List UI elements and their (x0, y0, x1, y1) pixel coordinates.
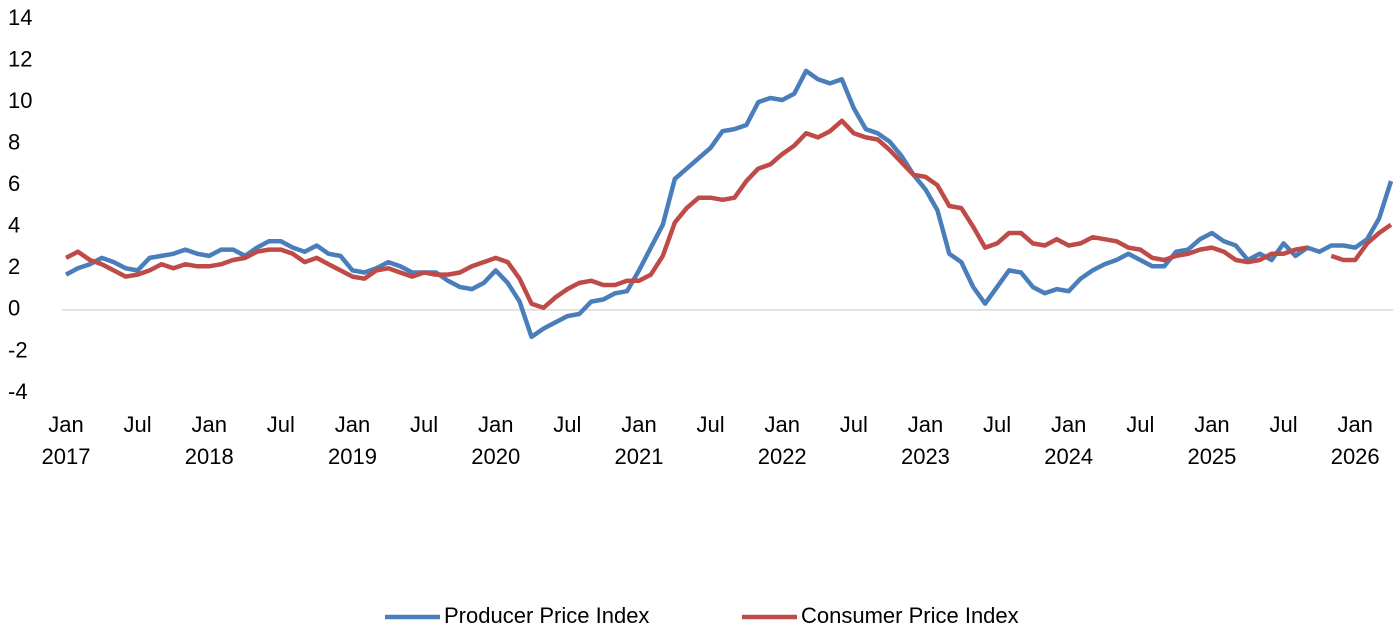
x-tick-label: Jan 2020 (471, 412, 521, 469)
series-line (64, 68, 1393, 340)
x-tick-label: Jul (696, 412, 725, 437)
series-line (64, 118, 1393, 311)
x-tick-label: Jul (839, 412, 868, 437)
x-tick-label: Jan 2017 (41, 412, 91, 469)
x-tick-label: Jul (266, 412, 295, 437)
x-tick-label: Jan 2025 (1187, 412, 1237, 469)
y-tick-label: 12 (8, 46, 32, 71)
y-tick-label: 10 (8, 88, 32, 113)
y-tick-label: -2 (8, 337, 28, 362)
y-tick-label: 14 (8, 5, 32, 30)
y-tick-label: 8 (8, 129, 20, 154)
x-tick-label: Jan 2019 (328, 412, 377, 469)
legend-label: Consumer Price Index (801, 603, 1019, 628)
x-tick-label: Jan 2026 (1330, 412, 1380, 469)
x-tick-label: Jul (410, 412, 439, 437)
y-tick-label: -4 (8, 379, 28, 404)
y-tick-label: 2 (8, 254, 20, 279)
x-tick-label: Jan 2018 (184, 412, 234, 469)
x-tick-label: Jul (983, 412, 1012, 437)
x-tick-label: Jul (1269, 412, 1298, 437)
x-tick-label: Jul (553, 412, 582, 437)
y-tick-label: 6 (8, 171, 20, 196)
x-tick-label: Jan 2021 (614, 412, 664, 469)
x-tick-label: Jan 2022 (757, 412, 807, 469)
x-tick-label: Jan 2024 (1044, 412, 1094, 469)
y-tick-label: 0 (8, 296, 20, 321)
x-tick-label: Jul (1126, 412, 1155, 437)
x-tick-label: Jan 2023 (900, 412, 950, 469)
x-tick-label: Jul (123, 412, 152, 437)
y-tick-label: 4 (8, 213, 20, 238)
legend-label: Producer Price Index (444, 603, 649, 628)
